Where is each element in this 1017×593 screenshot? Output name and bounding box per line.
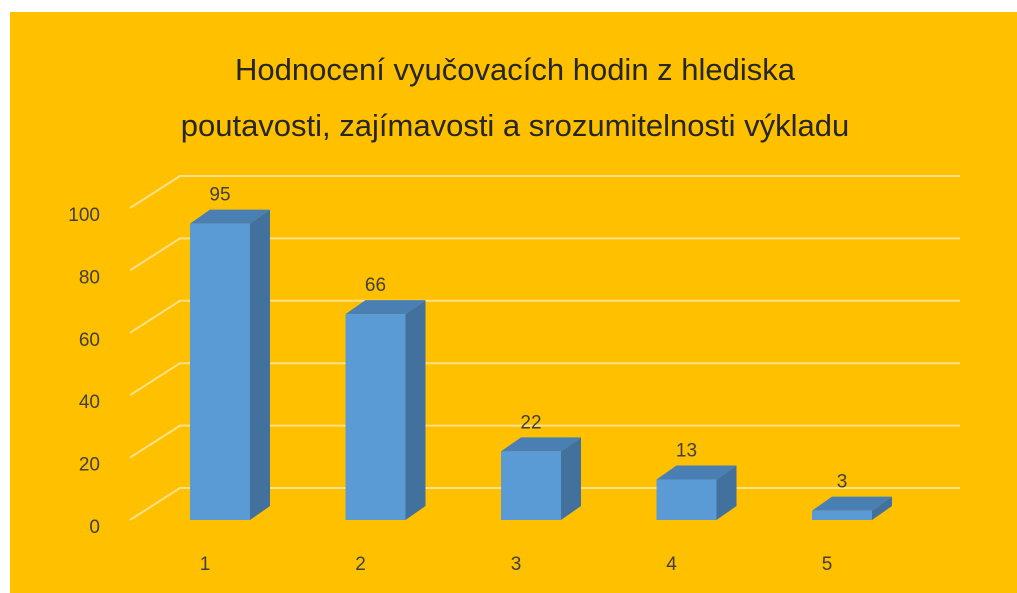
bar-top [190, 209, 270, 224]
grid-line [129, 175, 960, 209]
bar-side [561, 437, 581, 520]
value-label: 13 [676, 440, 697, 461]
grid-line [129, 362, 960, 397]
x-tick-label: 3 [511, 554, 522, 575]
bar-top [501, 437, 581, 452]
bar-front [656, 479, 717, 520]
bar [812, 496, 892, 520]
y-tick-label: 60 [79, 330, 100, 351]
bar-side [716, 465, 737, 520]
bar-side [250, 209, 270, 520]
value-label: 3 [837, 472, 848, 493]
bar [345, 300, 426, 520]
chart-title: Hodnocení vyučovacích hodin z hlediska [235, 52, 796, 87]
bar-front [190, 223, 250, 520]
x-tick-label: 5 [822, 554, 833, 575]
x-tick-label: 2 [355, 554, 366, 575]
y-tick-label: 0 [89, 517, 100, 538]
bar [656, 465, 737, 520]
bar-side [405, 300, 426, 520]
bar-top [656, 465, 737, 480]
y-tick-label: 80 [79, 267, 100, 288]
grid-line [129, 237, 960, 272]
bar-front [812, 510, 872, 520]
y-tick-label: 100 [68, 205, 100, 226]
bar-side [872, 496, 892, 520]
value-label: 66 [365, 275, 386, 296]
bar-front [345, 314, 406, 520]
x-tick-label: 1 [200, 554, 211, 575]
bar [190, 209, 270, 520]
y-tick-label: 20 [79, 455, 100, 476]
grid-line [129, 424, 960, 459]
bar-front [501, 451, 561, 520]
chart-title: poutavosti, zajímavosti a srozumitelnost… [181, 108, 850, 143]
y-tick-label: 40 [79, 392, 100, 413]
x-tick-label: 4 [666, 554, 677, 575]
value-label: 95 [209, 185, 230, 206]
grid-line [129, 299, 960, 334]
bar-top [812, 496, 892, 511]
bar [501, 437, 581, 520]
bar-top [345, 300, 426, 315]
value-label: 22 [520, 412, 541, 433]
